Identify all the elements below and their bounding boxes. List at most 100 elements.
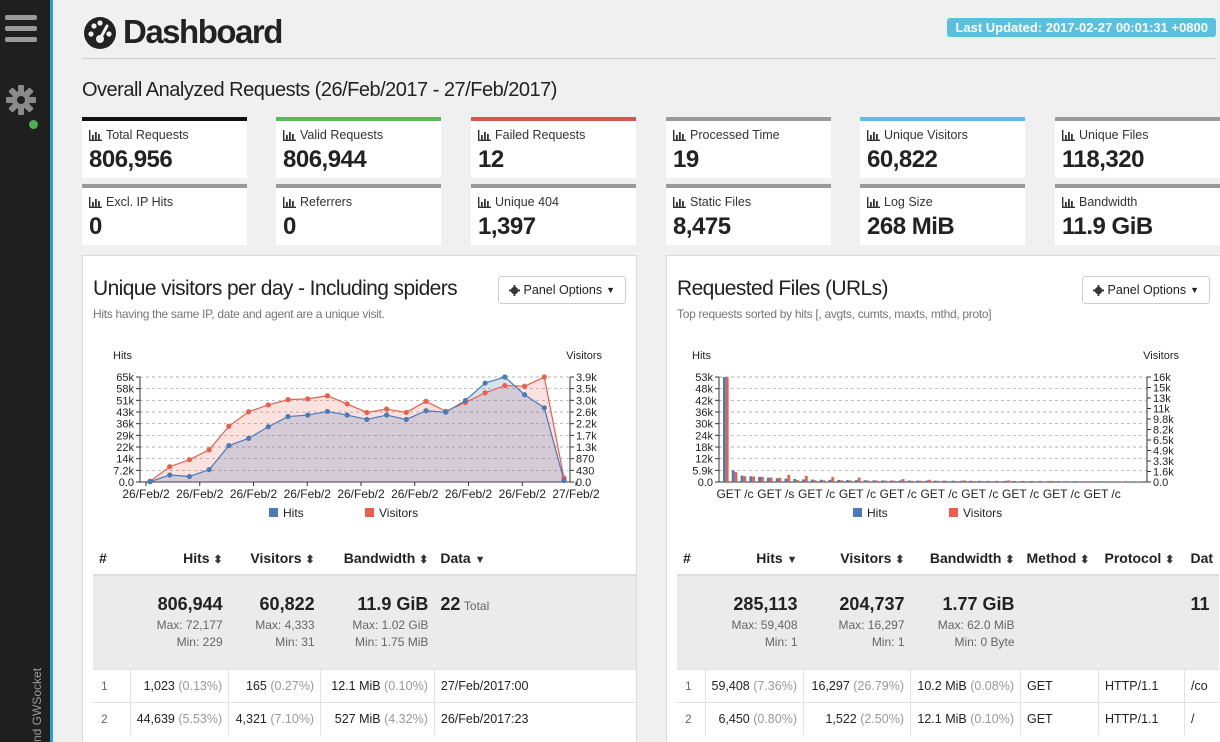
- col-method[interactable]: Method ⬍: [1020, 541, 1099, 576]
- visitors-panel-options-button[interactable]: Panel Options ▼: [497, 276, 626, 304]
- x-tick-label: GET /c: [1002, 487, 1039, 501]
- x-tick-label: GET /c: [716, 487, 753, 501]
- hits-bar: [828, 479, 832, 482]
- y2-tick-label: 1.3k: [576, 442, 597, 454]
- websocket-status-dot: [29, 120, 38, 129]
- hamburger-menu-icon[interactable]: [5, 15, 37, 48]
- hits-bar: [995, 480, 999, 482]
- col-hits-label: Hits: [183, 549, 210, 566]
- hits-point: [265, 424, 271, 430]
- stat-card: Unique Files 118,320: [1055, 117, 1220, 178]
- table-row[interactable]: 1 1,023 (0.13%) 165 (0.27%) 12.1 MiB (0.…: [93, 668, 636, 702]
- row-visitors: 1,522 (2.50%): [803, 701, 911, 735]
- hits-area: [150, 377, 564, 482]
- caret-down-icon: ▼: [606, 285, 615, 295]
- y-tick-label: 7.2k: [113, 465, 134, 477]
- hits-point: [324, 408, 331, 415]
- hits-bar: [1039, 481, 1043, 482]
- col-data-label: Data: [440, 549, 471, 566]
- col-method-label: Method: [1026, 549, 1077, 566]
- y2-tick-label: 870: [576, 454, 594, 466]
- col-bandwidth[interactable]: Bandwidth ⬍: [910, 541, 1021, 576]
- y-tick-label: 0.0: [119, 477, 134, 489]
- sort-icon: ⬍: [1080, 553, 1090, 566]
- y2-tick-label: 13k: [1153, 393, 1171, 405]
- hits-bar: [1136, 481, 1140, 482]
- visitors-bar: [989, 481, 993, 482]
- col-bandwidth[interactable]: Bandwidth ⬍: [320, 541, 435, 576]
- table-row[interactable]: 2 6,450 (0.80%) 1,522 (2.50%) 12.1 MiB (…: [677, 701, 1220, 735]
- hits-bar: [951, 480, 955, 482]
- col-hits[interactable]: Hits ▼: [705, 541, 804, 576]
- visitors-point: [423, 398, 429, 404]
- hits-line: [149, 376, 565, 483]
- summary-bandwidth-max: Max: 1.02 GiB: [352, 618, 429, 632]
- stat-label: Unique Files: [1062, 128, 1148, 142]
- visitors-bar: [910, 480, 914, 482]
- hits-bar: [934, 480, 937, 482]
- hits-point: [147, 479, 153, 485]
- hits-bar: [846, 480, 849, 482]
- y-tick-label: 24k: [695, 430, 713, 442]
- visitors-bar: [787, 474, 791, 482]
- table-row[interactable]: 1 59,408 (7.36%) 16,297 (26.79%) 10.2 Mi…: [677, 668, 1220, 702]
- row-protocol: HTTP/1.1: [1098, 701, 1185, 735]
- hits-point: [167, 472, 173, 478]
- visitors-bar: [804, 475, 808, 482]
- visitors-point: [502, 382, 508, 389]
- table-row[interactable]: 2 44,639 (5.53%) 4,321 (7.10%) 527 MiB (…: [93, 701, 636, 735]
- row-data: 26/Feb/2017:23: [433, 701, 636, 735]
- y2-tick-label: 9.8k: [1153, 414, 1174, 426]
- col-visitors[interactable]: Visitors ⬍: [803, 541, 911, 576]
- gear-icon: [1092, 284, 1104, 296]
- col-data[interactable]: Data ▼: [434, 541, 636, 576]
- y-tick-label: 0.0: [698, 477, 713, 489]
- x-tick-label: 27/Feb/2: [552, 487, 600, 501]
- caret-down-icon: ▼: [1190, 285, 1199, 295]
- row-method: GET: [1020, 701, 1099, 735]
- hits-point: [226, 443, 232, 449]
- y-tick-label: 29k: [116, 430, 134, 442]
- hits-point: [383, 412, 390, 418]
- y2-tick-label: 3.0k: [576, 395, 597, 407]
- row-visitors-pct: (0.27%): [270, 678, 315, 693]
- col-protocol[interactable]: Protocol ⬍: [1098, 541, 1185, 576]
- dashboard-gauge-icon: [84, 17, 116, 49]
- visitors-bar: [1015, 481, 1019, 482]
- stat-label-text: Excl. IP Hits: [106, 195, 174, 209]
- summary-visitors-min: Min: 31: [275, 635, 315, 649]
- hits-bar: [1021, 480, 1025, 482]
- files-panel-options-button[interactable]: Panel Options ▼: [1081, 276, 1210, 304]
- gear-icon[interactable]: [5, 84, 37, 116]
- row-bandwidth: 10.2 MiB (0.08%): [910, 668, 1021, 702]
- x-tick-label: 26/Feb/2: [337, 487, 385, 501]
- hits-bar: [837, 479, 841, 482]
- stat-label: Unique 404: [478, 195, 559, 209]
- hits-point: [305, 412, 311, 418]
- visitors-chart: 0.07.2k14k22k29k36k43k51k58k65k0.0430870…: [113, 350, 602, 520]
- stat-card: Failed Requests 12: [471, 117, 636, 178]
- y2-tick-label: 16k: [1153, 372, 1171, 384]
- summary-data-total: Total: [463, 599, 490, 613]
- col-visitors[interactable]: Visitors ⬍: [228, 541, 321, 576]
- stat-card: Static Files 8,475: [666, 184, 831, 245]
- col-data[interactable]: Dat: [1184, 541, 1220, 576]
- visitors-bar: [945, 480, 949, 482]
- summary-bandwidth: 11.9 GiB: [357, 594, 429, 614]
- legend-label-hits: Hits: [867, 506, 888, 520]
- hits-bar: [890, 480, 893, 482]
- legend-swatch-hits: [853, 508, 862, 517]
- col-hits[interactable]: Hits ⬍: [130, 541, 229, 576]
- files-chart: 0.05.9k12k18k24k30k36k42k48k53k0.01.6k3.…: [692, 350, 1179, 520]
- bar-chart-icon: [283, 129, 296, 141]
- hits-point: [206, 467, 212, 473]
- visitors-point: [226, 423, 232, 429]
- bar-chart-icon: [1062, 129, 1075, 141]
- stat-value: 60,822: [867, 146, 938, 173]
- col-bandwidth-label: Bandwidth: [929, 549, 1002, 566]
- col-visitors-label: Visitors: [250, 549, 302, 566]
- col-index: #: [93, 541, 131, 576]
- y2-tick-label: 3.3k: [1153, 456, 1174, 468]
- row-hits-pct: (5.53%): [178, 711, 223, 726]
- stat-label-text: Unique Visitors: [884, 128, 968, 142]
